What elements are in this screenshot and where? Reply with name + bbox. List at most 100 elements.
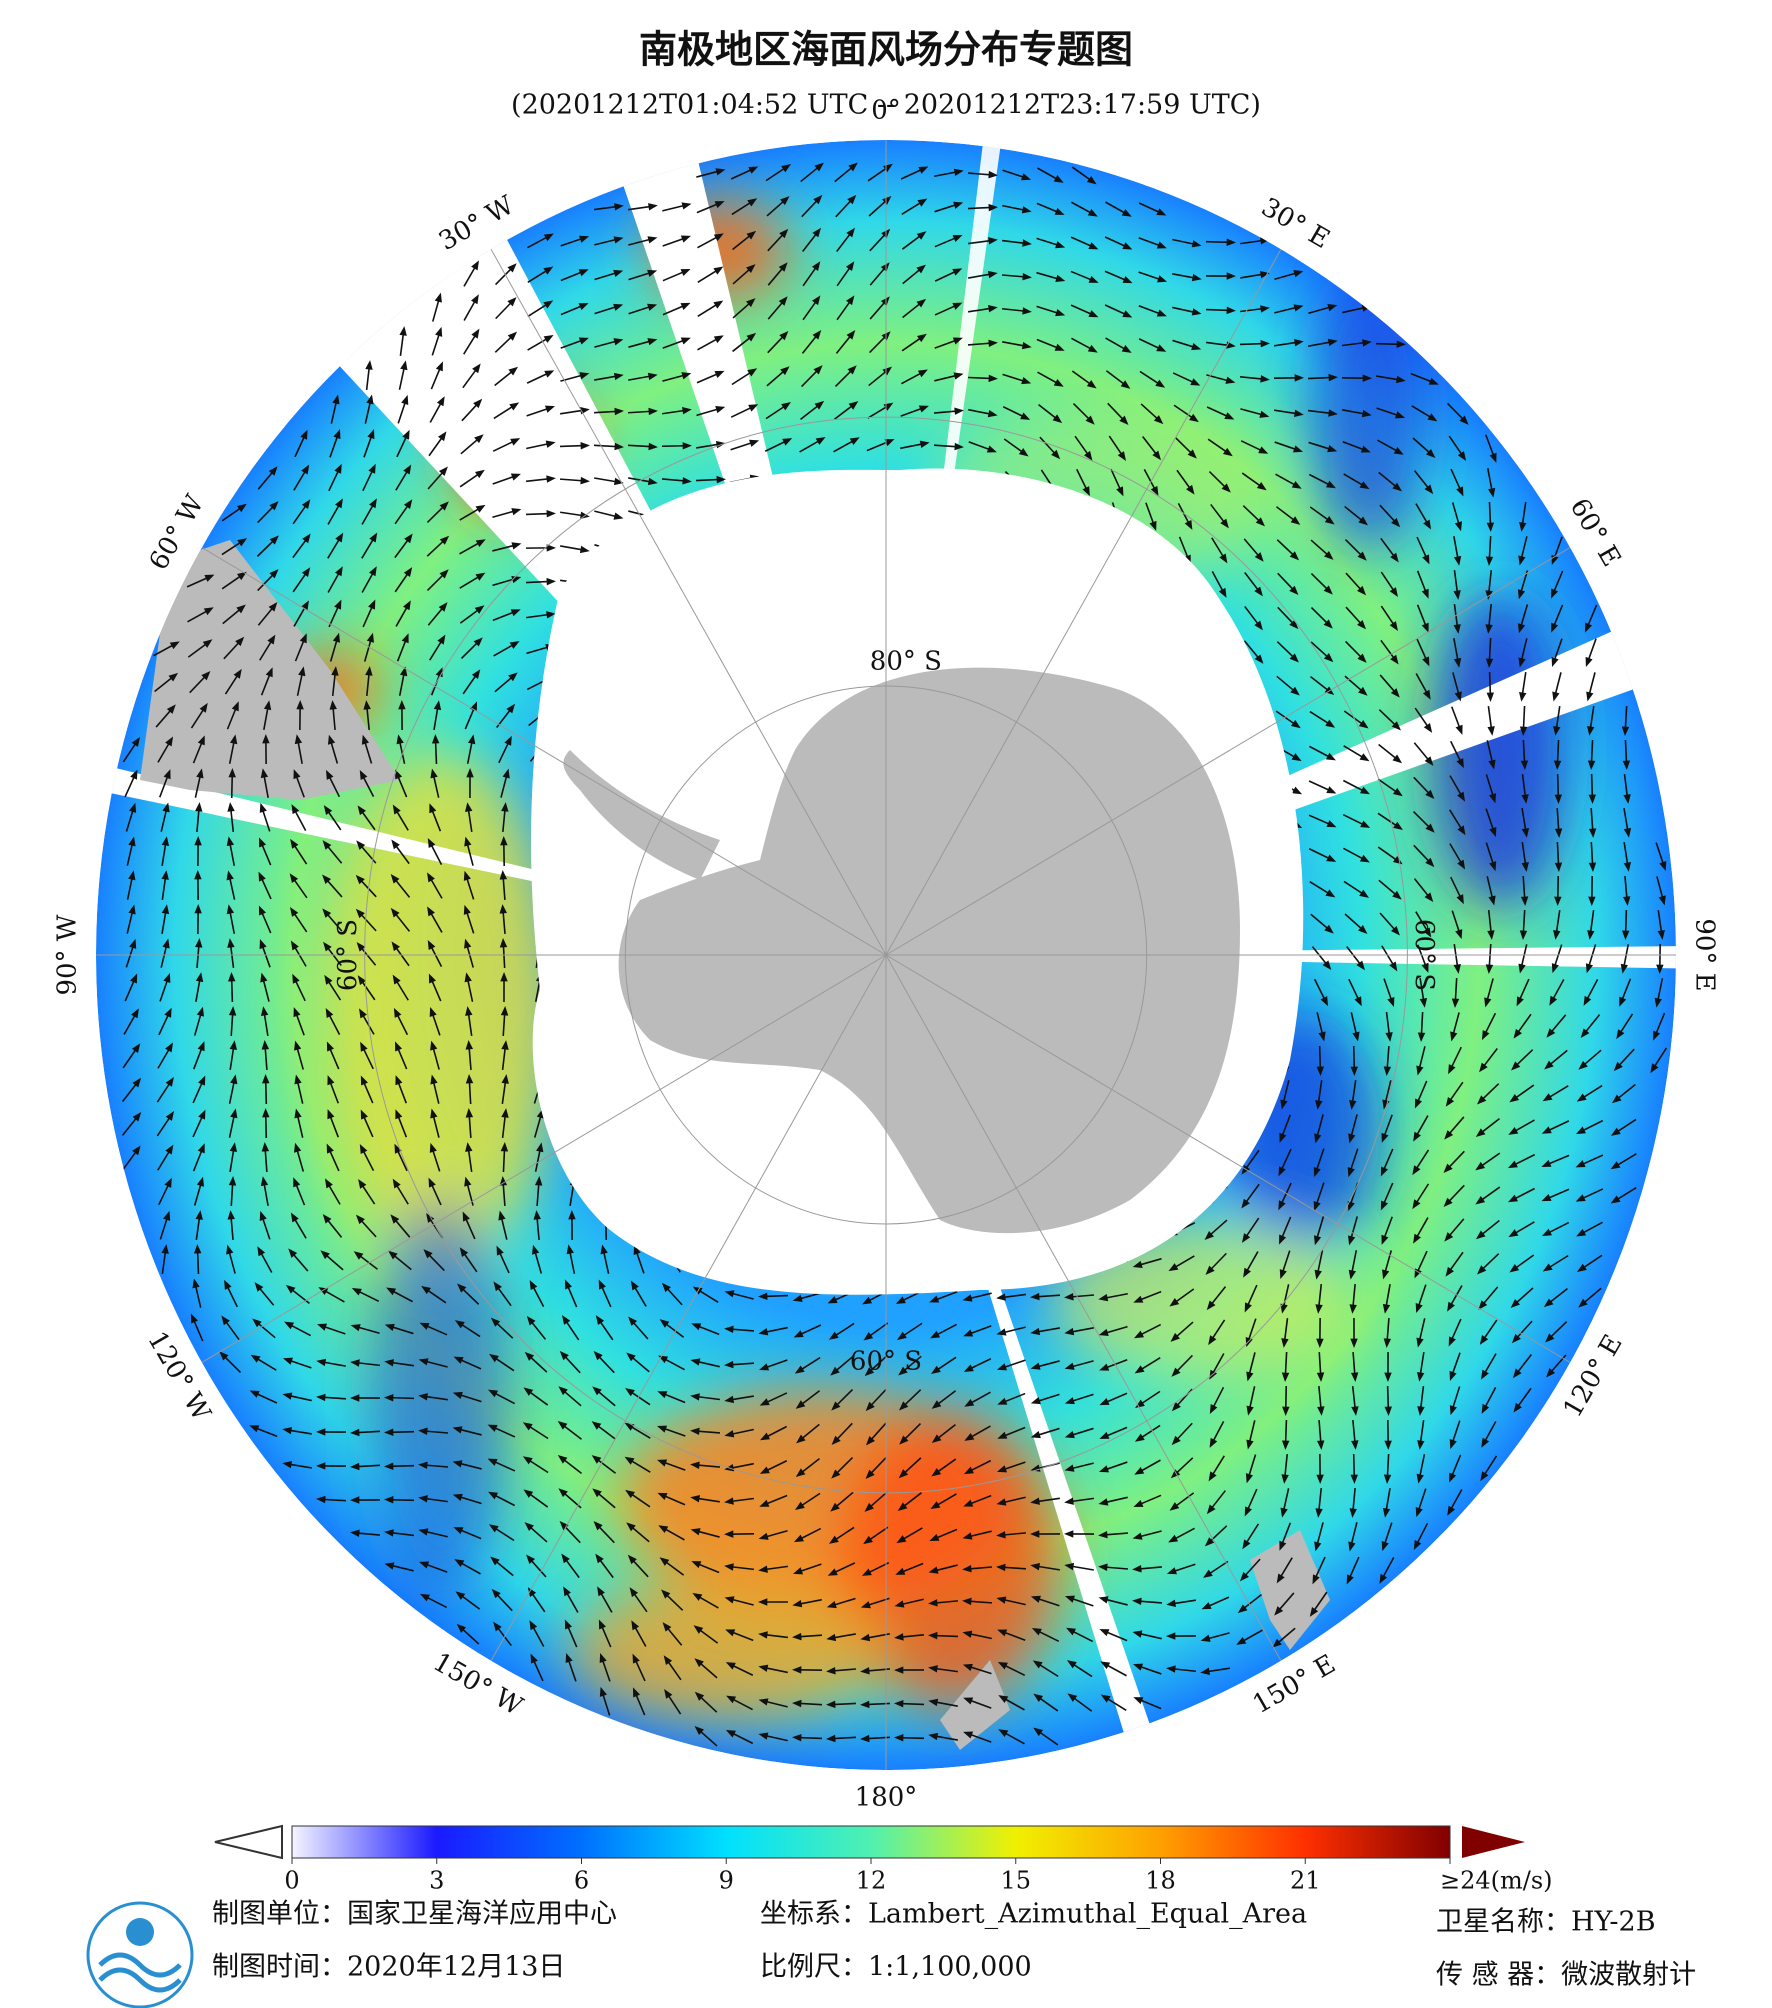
wind-arrow <box>1280 1216 1292 1240</box>
wind-arrow <box>391 1289 413 1303</box>
wind-arrow <box>362 468 374 492</box>
wind-arrow-head <box>1150 485 1159 496</box>
wind-arrow-head <box>1274 1606 1284 1616</box>
wind-arrow-head <box>724 1290 735 1298</box>
wind-arrow-head <box>614 442 624 451</box>
wind-arrow <box>1516 1387 1532 1409</box>
wind-arrow <box>1076 468 1088 492</box>
wind-arrow <box>359 1218 377 1238</box>
wind-arrow-head <box>1390 926 1400 936</box>
wind-arrow-head <box>830 1502 840 1512</box>
wind-arrow-head <box>1510 1299 1521 1309</box>
wind-arrow-head <box>1281 1372 1290 1382</box>
wind-arrow-head <box>1324 924 1334 934</box>
wind-arrow <box>1308 473 1332 487</box>
wind-arrow-head <box>257 1246 266 1257</box>
wind-arrow <box>357 1254 379 1270</box>
wind-arrow-head <box>758 1598 768 1606</box>
wind-arrow-head <box>353 1251 364 1260</box>
wind-arrow <box>529 1558 547 1578</box>
wind-arrow <box>596 1491 616 1509</box>
wind-arrow-head <box>162 938 170 949</box>
wind-arrow <box>935 1356 957 1372</box>
wind-arrow <box>536 1215 540 1241</box>
wind-arrow-head <box>1508 1229 1519 1238</box>
wind-arrow-head <box>814 162 824 172</box>
wind-arrow-head <box>988 374 998 383</box>
wind-arrow <box>1139 1357 1161 1371</box>
wind-arrow <box>968 1530 992 1538</box>
wind-arrow-head <box>219 1351 229 1361</box>
wind-arrow <box>1487 705 1493 731</box>
wind-arrow <box>1173 1255 1195 1269</box>
wind-arrow-head <box>579 235 590 243</box>
wind-arrow-head <box>746 298 756 308</box>
wind-arrow <box>1276 675 1296 693</box>
wind-arrow-head <box>1021 206 1032 214</box>
wind-arrow <box>462 1251 478 1273</box>
wind-arrow <box>1624 739 1628 765</box>
wind-arrow-head <box>715 405 726 414</box>
wind-arrow <box>257 606 275 626</box>
wind-arrow <box>502 1181 506 1207</box>
colorbar: 0 3 6 9 12 15 18 21 ≥24(m/s) <box>214 1824 1553 1895</box>
wind-arrow-head <box>1314 1541 1322 1552</box>
wind-arrow-head <box>828 1331 839 1340</box>
wind-arrow <box>526 645 550 655</box>
wind-arrow-head <box>390 873 400 884</box>
wind-arrow-head <box>161 870 169 880</box>
wind-arrow-head <box>1443 1163 1453 1173</box>
wind-arrow <box>431 298 441 322</box>
meridian <box>490 248 887 956</box>
wind-arrow-head <box>1259 410 1270 418</box>
wind-arrow-head <box>1387 996 1395 1007</box>
wind-arrow-head <box>1100 1694 1111 1703</box>
wind-arrow <box>1239 342 1265 346</box>
wind-arrow-head <box>918 166 929 174</box>
wind-arrow <box>1316 1250 1324 1274</box>
meridian <box>885 547 1571 956</box>
wind-arrow-head <box>1382 1303 1391 1314</box>
wind-arrow <box>1415 1522 1429 1546</box>
wind-arrow <box>228 910 236 934</box>
wind-arrow <box>327 1183 341 1205</box>
wind-arrow <box>1513 1254 1535 1270</box>
wind-arrow <box>1551 979 1565 1001</box>
wind-arrow-head <box>1359 854 1370 863</box>
wind-arrow-head <box>614 407 624 416</box>
wind-arrow <box>1274 409 1298 415</box>
wind-arrow <box>460 640 480 660</box>
wind-arrow <box>460 1627 480 1645</box>
wind-arrow <box>424 1360 448 1368</box>
wind-arrow <box>500 1216 508 1240</box>
wind-arrow <box>121 1082 139 1102</box>
wind-arrow-head <box>131 1043 141 1053</box>
wind-arrow-head <box>1553 930 1561 940</box>
wind-arrow <box>526 613 550 619</box>
wind-arrow <box>1244 1523 1260 1545</box>
wind-arrow <box>361 537 375 559</box>
wind-arrow <box>869 1456 887 1476</box>
wind-arrow <box>1318 1045 1322 1071</box>
wind-arrow-head <box>334 566 343 577</box>
wind-arrow-head <box>290 1212 299 1223</box>
wind-arrow <box>1209 1286 1227 1306</box>
wind-arrow <box>495 300 513 320</box>
wind-arrow-head <box>1479 1335 1489 1345</box>
wind-arrow-head <box>226 870 234 881</box>
wind-arrow <box>1447 1116 1465 1136</box>
wind-arrow-head <box>1290 516 1301 525</box>
wind-arrow-head <box>1291 753 1302 762</box>
wind-arrow-head <box>1415 1507 1423 1518</box>
wind-arrow-head <box>161 1244 169 1254</box>
graticule <box>96 140 1676 1770</box>
wind-arrow <box>1138 1665 1162 1675</box>
wind-arrow-head <box>1656 964 1664 974</box>
wind-arrow <box>389 1531 415 1537</box>
wind-arrow-head <box>648 407 658 416</box>
wind-arrow <box>1247 1454 1257 1478</box>
wind-arrow <box>394 503 410 525</box>
wind-arrow <box>799 1356 821 1372</box>
wind-arrow <box>356 1326 380 1334</box>
wind-arrow-head <box>781 164 791 173</box>
